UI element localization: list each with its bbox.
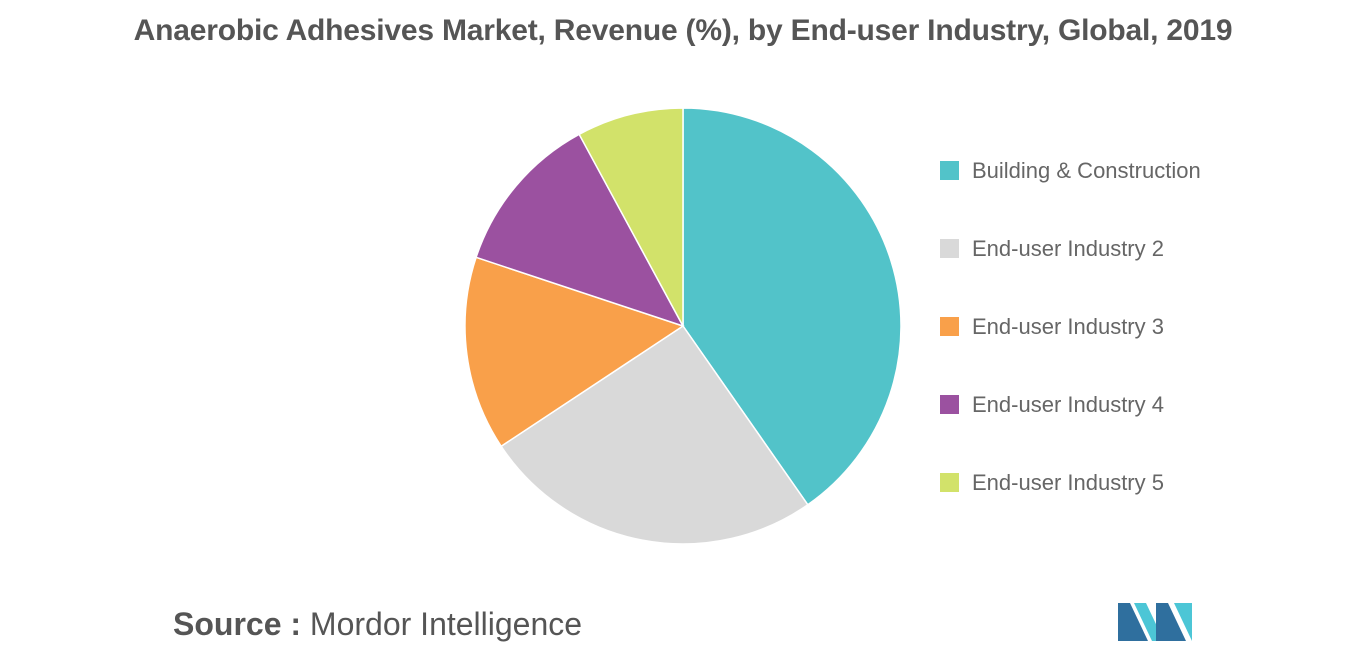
source-name: Mordor Intelligence	[309, 606, 583, 642]
legend-swatch	[940, 161, 959, 180]
legend-item: End-user Industry 5	[940, 466, 1201, 499]
legend-item: End-user Industry 4	[940, 388, 1201, 421]
pie-slice-1	[682, 107, 902, 506]
source-note: Source : Mordor Intelligence	[173, 606, 582, 643]
legend-label: End-user Industry 3	[972, 313, 1164, 339]
legend-swatch	[940, 473, 959, 492]
legend-item: Building & Construction	[940, 154, 1201, 187]
legend-item: End-user Industry 3	[940, 310, 1201, 343]
pie-slices	[464, 107, 902, 545]
legend-swatch	[940, 395, 959, 414]
mordor-intelligence-logo-icon	[1118, 603, 1192, 641]
legend-label: End-user Industry 2	[972, 235, 1164, 261]
chart-legend: Building & Construction End-user Industry…	[940, 154, 1201, 544]
legend-label: Building & Construction	[972, 157, 1201, 183]
pie-slice-2	[500, 324, 809, 545]
pie-slice-3	[464, 256, 685, 448]
pie-slice-5	[578, 107, 684, 327]
legend-item: End-user Industry 2	[940, 232, 1201, 265]
pie-slice-4	[475, 133, 685, 328]
legend-label: End-user Industry 4	[972, 391, 1164, 417]
chart-title: Anaerobic Adhesives Market, Revenue (%),…	[133, 14, 1233, 47]
source-prefix: Source :	[173, 606, 302, 642]
legend-swatch	[940, 239, 959, 258]
legend-label: End-user Industry 5	[972, 469, 1164, 495]
legend-swatch	[940, 317, 959, 336]
